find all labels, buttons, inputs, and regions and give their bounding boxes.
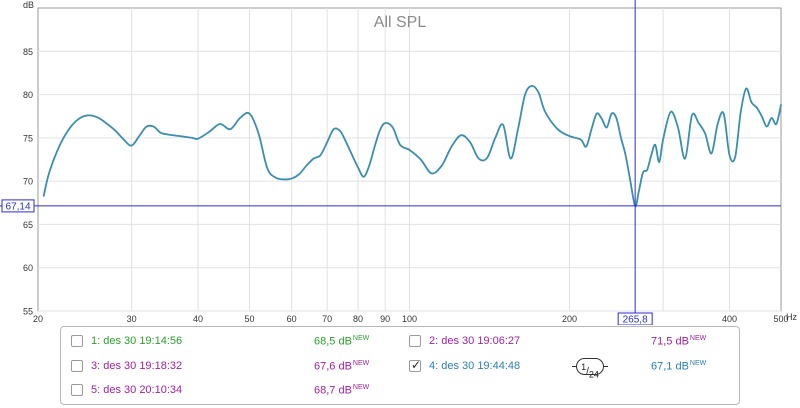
legend-entry-4[interactable]: ✓ 4: des 30 19:44:48 67,1 dBNEW [409, 357, 729, 377]
legend-checkbox-5[interactable] [71, 384, 83, 396]
checkmark-icon: ✓ [411, 358, 422, 372]
x-tick-label: 40 [193, 314, 203, 324]
x-tick-label: 400 [722, 314, 737, 324]
y-tick-label: 75 [23, 133, 33, 143]
legend-checkbox-4[interactable]: ✓ [409, 358, 422, 372]
y-tick-label: 55 [23, 307, 33, 317]
smoothing-selector[interactable]: 1/24 [572, 358, 608, 379]
y-tick-label: 65 [23, 220, 33, 230]
new-tag: NEW [352, 360, 370, 367]
x-tick-label: 90 [380, 314, 390, 324]
x-tick-label: 70 [322, 314, 332, 324]
legend-value-4: 67,1 dBNEW [651, 360, 707, 373]
smoothing-numerator: 1 [581, 362, 587, 372]
legend-checkbox-3[interactable] [71, 360, 83, 372]
legend-entry-2[interactable]: 2: des 30 19:06:27 71,5 dBNEW [409, 332, 729, 352]
legend-entry-5[interactable]: 5: des 30 20:10:34 68,7 dBNEW [71, 381, 371, 401]
measurement-legend: 1: des 30 19:14:56 68,5 dBNEW 2: des 30 … [60, 326, 740, 405]
legend-value-3: 67,6 dBNEW [314, 360, 370, 373]
new-tag: NEW [352, 335, 370, 342]
spl-chart: 55 60 65 70 75 80 85 20 30 40 50 60 70 80 90 100 200 400… [0, 0, 797, 326]
y-axis-label: dB [23, 0, 34, 10]
legend-checkbox-2[interactable] [409, 335, 421, 347]
chart-title: All SPL [374, 14, 427, 31]
cursor-y-readout: 67,14 [1, 199, 35, 213]
x-tick-label: 500 [773, 314, 788, 324]
x-tick-label: 80 [353, 314, 363, 324]
y-tick-label: 85 [23, 47, 33, 57]
x-tick-label: 60 [287, 314, 297, 324]
legend-value-2: 71,5 dBNEW [651, 335, 707, 348]
legend-label-3: 3: des 30 19:18:32 [91, 360, 183, 372]
cursor-y-value: 67,14 [5, 201, 30, 212]
y-tick-label: 80 [23, 90, 33, 100]
x-tick-label: 30 [127, 314, 137, 324]
x-tick-label: 100 [402, 314, 417, 324]
legend-label-5: 5: des 30 20:10:34 [91, 384, 183, 396]
smoothing-value[interactable]: 1/24 [576, 358, 604, 379]
cursor-x-readout: 265,8 [617, 312, 653, 326]
x-tick-labels: 20 30 40 50 60 70 80 90 100 200 400 500 [33, 314, 789, 324]
legend-checkbox-1[interactable] [71, 335, 83, 347]
legend-entry-3[interactable]: 3: des 30 19:18:32 67,6 dBNEW [71, 357, 371, 377]
x-tick-label: 50 [244, 314, 254, 324]
smoothing-left-stub [572, 366, 577, 367]
legend-value-5: 68,7 dBNEW [314, 384, 370, 397]
y-tick-label: 60 [23, 263, 33, 273]
legend-label-2: 2: des 30 19:06:27 [429, 335, 521, 347]
legend-entry-1[interactable]: 1: des 30 19:14:56 68,5 dBNEW [71, 332, 371, 352]
grid [38, 8, 781, 312]
cursor-x-value: 265,8 [623, 315, 648, 326]
smoothing-right-stub [603, 366, 608, 367]
legend-label-1: 1: des 30 19:14:56 [91, 335, 183, 347]
x-tick-label: 20 [33, 314, 43, 324]
new-tag: NEW [689, 335, 707, 342]
new-tag: NEW [689, 360, 707, 367]
new-tag: NEW [352, 384, 370, 391]
y-tick-label: 70 [23, 177, 33, 187]
spl-trace [42, 85, 782, 207]
smoothing-denominator: 24 [588, 369, 599, 380]
legend-label-4: 4: des 30 19:44:48 [429, 360, 521, 372]
legend-value-1: 68,5 dBNEW [314, 335, 370, 348]
x-tick-label: 200 [562, 314, 577, 324]
y-tick-labels: 55 60 65 70 75 80 85 [23, 47, 33, 317]
x-axis-unit: Hz [786, 312, 797, 322]
